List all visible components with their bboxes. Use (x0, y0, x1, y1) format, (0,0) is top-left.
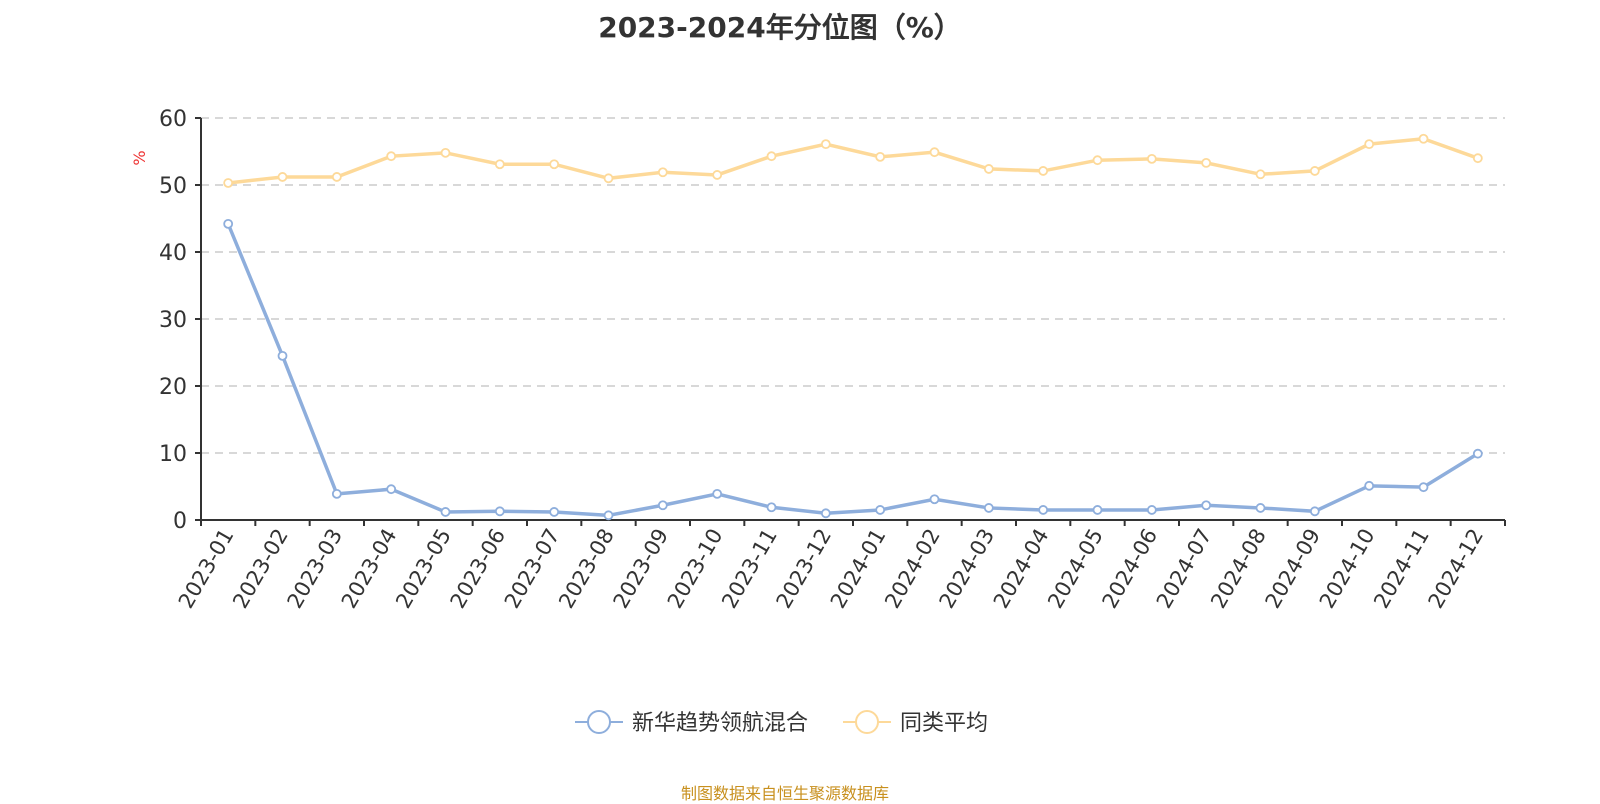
data-point (494, 506, 505, 517)
data-point (1418, 133, 1429, 144)
data-point (1201, 500, 1212, 511)
legend-marker-1 (855, 710, 879, 734)
data-point (929, 147, 940, 158)
data-point (657, 500, 668, 511)
y-tick-label: 60 (159, 107, 187, 132)
data-point (1472, 448, 1483, 459)
y-tick-label: 20 (159, 375, 187, 400)
data-point (929, 494, 940, 505)
data-point (1309, 166, 1320, 176)
data-point (820, 139, 831, 150)
data-point (386, 484, 397, 495)
y-tick-label: 40 (159, 241, 187, 266)
data-point (603, 173, 614, 184)
y-tick-label: 50 (159, 174, 187, 199)
data-point (983, 503, 994, 513)
data-point (549, 159, 560, 170)
data-point (277, 172, 288, 182)
data-point (494, 159, 505, 170)
data-point (549, 507, 560, 517)
data-point (1364, 139, 1375, 150)
data-point (875, 505, 886, 515)
series-line-0 (226, 223, 1479, 518)
data-point (1038, 505, 1049, 515)
data-point (1255, 503, 1266, 513)
chart-title: 2023-2024年分位图（%） (598, 11, 962, 44)
data-point (1146, 505, 1157, 515)
data-point (440, 507, 451, 517)
y-tick-label: 30 (159, 308, 187, 333)
data-point (657, 167, 668, 178)
y-tick-label: 10 (159, 442, 187, 467)
data-point (440, 147, 451, 158)
data-point (1038, 166, 1049, 176)
data-point (603, 510, 614, 521)
data-point (1472, 153, 1483, 164)
data-point (1364, 480, 1375, 491)
y-tick-label: 0 (173, 509, 187, 534)
line-chart: 0102030405060%2023-012023-022023-032023-… (130, 107, 1506, 736)
data-point (223, 178, 234, 188)
data-point (1418, 482, 1429, 493)
data-point (1255, 169, 1266, 180)
data-point (223, 218, 234, 229)
legend-label-1: 同类平均 (900, 711, 988, 736)
data-point (1092, 155, 1103, 166)
data-point (712, 170, 723, 180)
data-point (766, 151, 777, 162)
data-point (331, 172, 342, 182)
data-point (820, 508, 831, 519)
data-point (712, 488, 723, 499)
legend-label-0: 新华趋势领航混合 (632, 711, 808, 736)
x-tick-label: 2024-12 (1424, 525, 1489, 613)
data-point (875, 151, 886, 162)
data-point (277, 350, 288, 361)
data-point (983, 164, 994, 174)
data-point (331, 488, 342, 499)
y-axis-label: % (130, 150, 149, 165)
data-point (1092, 505, 1103, 515)
data-point (766, 502, 777, 513)
data-point (386, 151, 397, 162)
data-source-footer: 制图数据来自恒生聚源数据库 (680, 784, 889, 803)
data-point (1201, 157, 1212, 168)
data-point (1309, 506, 1320, 517)
legend-marker-0 (587, 710, 611, 734)
series-line-1 (227, 136, 1479, 185)
data-point (1146, 153, 1157, 164)
